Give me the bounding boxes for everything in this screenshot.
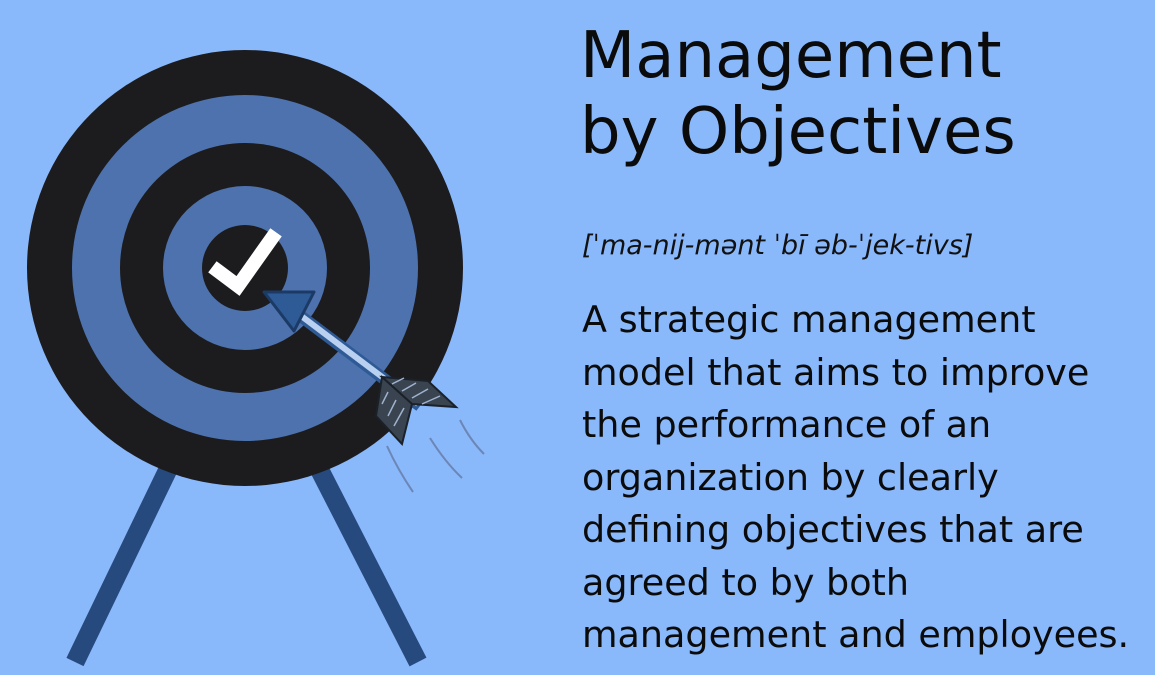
definition-text: A strategic management model that aims t… [582,294,1142,662]
definition-line: management and employees. [582,613,1130,656]
definition-line: defining objectives that are [582,508,1084,551]
page-title: Management by Objectives [580,18,1016,170]
motion-line [386,445,414,493]
definition-line: agreed to by both [582,560,909,604]
pronunciation: [ˈma-nij-mənt ˈbī əb-ˈjek-tivs] [582,230,974,261]
definition-line: model that aims to improve [582,350,1090,394]
checkmark-icon [208,228,282,296]
definition-line: organization by clearly [582,455,999,499]
definition-line: the performance of an [582,403,992,446]
title-line-2: by Objectives [580,95,1016,169]
motion-line [429,437,463,479]
arrow-icon [262,290,485,493]
motion-line [459,419,485,455]
title-line-1: Management [580,19,1002,93]
right-stand-leg [303,450,427,667]
arrow-fletching [374,375,459,447]
definition-line: A strategic management [582,298,1036,341]
left-stand-leg [66,450,184,667]
target-illustration [0,0,560,675]
arrow-head [262,290,316,333]
